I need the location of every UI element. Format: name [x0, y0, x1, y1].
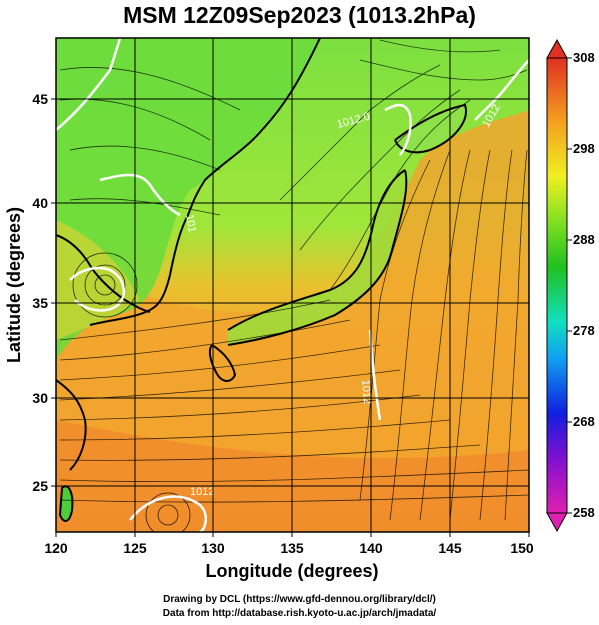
x-axis-ticks [55, 532, 530, 537]
colorbar-label: 278 [573, 323, 595, 338]
x-tick-label: 150 [510, 540, 534, 556]
colorbar-label: 288 [573, 232, 595, 247]
colorbar: 308 298 288 278 268 258 [546, 38, 595, 533]
x-tick-label: 140 [359, 540, 383, 556]
colorbar-label: 298 [573, 141, 595, 156]
hokkaido-island [395, 105, 466, 153]
x-axis-label: Longitude (degrees) [205, 561, 378, 581]
x-tick-labels: 120 125 130 135 140 145 150 [44, 540, 534, 556]
credit-drawing: Drawing by DCL (https://www.gfd-dennou.o… [163, 594, 436, 605]
contour-label: 101 [183, 213, 198, 233]
x-tick-label: 120 [44, 540, 68, 556]
y-axis-label: Latitude (degrees) [4, 207, 24, 363]
pressure-contours [56, 38, 529, 532]
colorbar-top-arrow [546, 38, 568, 59]
x-tick-label: 130 [201, 540, 225, 556]
y-tick-label: 40 [32, 195, 48, 211]
credit-data-source: Data from http://database.rish.kyoto-u.a… [162, 608, 437, 619]
x-tick-label: 125 [123, 540, 147, 556]
y-axis-ticks [51, 98, 56, 487]
x-tick-label: 135 [280, 540, 304, 556]
y-tick-label: 45 [32, 91, 48, 107]
x-tick-label: 145 [438, 540, 462, 556]
y-tick-label: 30 [32, 390, 48, 406]
colorbar-bottom-arrow [546, 512, 568, 533]
map-title: MSM 12Z09Sep2023 (1013.2hPa) [123, 2, 476, 28]
temperature-field: 1012.0 1012 101 1012 1012 [56, 38, 529, 532]
contour-label: 1012 [190, 486, 214, 498]
graticule [56, 38, 529, 532]
yellow-sea-region [56, 220, 140, 340]
colorbar-scale [546, 57, 568, 514]
taiwan-island [60, 486, 73, 522]
vortex-streamlines [72, 252, 191, 532]
y-tick-label: 25 [32, 478, 48, 494]
colorbar-label: 258 [573, 505, 595, 520]
colorbar-label: 308 [573, 50, 595, 65]
colorbar-label: 268 [573, 414, 595, 429]
y-tick-label: 35 [32, 295, 48, 311]
coastlines [56, 38, 467, 522]
y-tick-labels: 25 30 35 40 45 [32, 91, 48, 494]
